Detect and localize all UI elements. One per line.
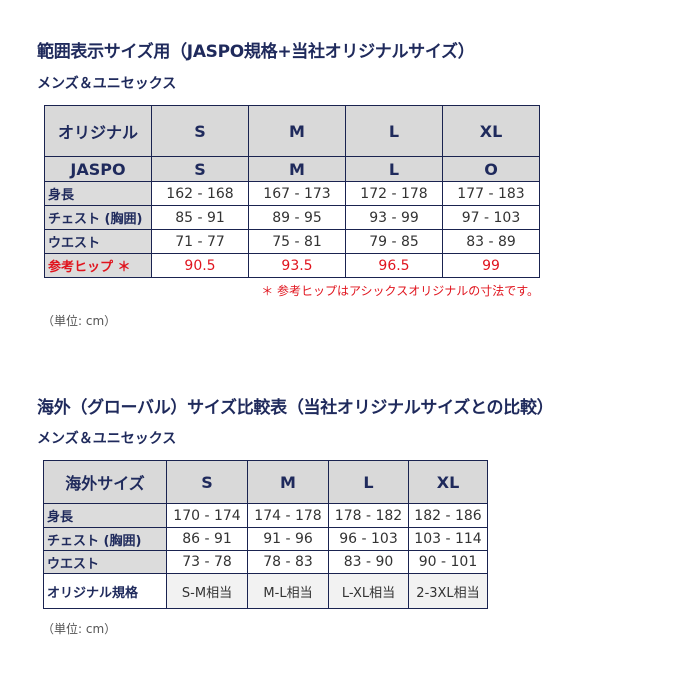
header-cell: 海外サイズ: [43, 460, 167, 504]
table-cell: 83 - 90: [328, 550, 409, 574]
table-cell: L-XL相当: [328, 573, 409, 609]
table-cell: 177 - 183: [442, 181, 540, 206]
table-cell: 93 - 99: [345, 205, 443, 230]
table-cell: 79 - 85: [345, 229, 443, 254]
table-cell: 93.5: [248, 253, 346, 278]
jaspo-row: JASPO S M L O: [44, 156, 540, 182]
row-label: チェスト (胸囲): [43, 527, 167, 551]
header-cell: O: [442, 156, 540, 182]
row-label: ウエスト: [44, 229, 152, 254]
header-cell: XL: [442, 105, 540, 157]
table-row: チェスト (胸囲) 86 - 91 91 - 96 96 - 103 103 -…: [43, 527, 488, 551]
hip-footnote: ＊ 参考ヒップはアシックスオリジナルの寸法です。: [261, 284, 539, 298]
row-label: ウエスト: [43, 550, 167, 574]
table-cell: 162 - 168: [151, 181, 249, 206]
row-label: 身長: [44, 181, 152, 206]
table-cell: 182 - 186: [408, 503, 488, 528]
header-cell: M: [248, 105, 346, 157]
table-cell: 99: [442, 253, 540, 278]
table-row: 参考ヒップ ＊ 90.5 93.5 96.5 99: [44, 253, 540, 278]
table-cell: 89 - 95: [248, 205, 346, 230]
header-cell: S: [151, 156, 249, 182]
table-cell: 2-3XL相当: [408, 573, 488, 609]
table-cell: 90.5: [151, 253, 249, 278]
table-row: 身長 162 - 168 167 - 173 172 - 178 177 - 1…: [44, 181, 540, 206]
header-cell: M: [248, 156, 346, 182]
table-cell: 73 - 78: [166, 550, 248, 574]
table-cell: 78 - 83: [247, 550, 329, 574]
section1-title: 範囲表示サイズ用（JASPO規格+当社オリジナルサイズ）: [37, 42, 475, 62]
table-row: 身長 170 - 174 174 - 178 178 - 182 182 - 1…: [43, 503, 488, 528]
header-cell: JASPO: [44, 156, 152, 182]
unit-label: （単位: cm）: [42, 622, 117, 636]
section1-subtitle: メンズ＆ユニセックス: [37, 76, 177, 92]
table-cell: 96.5: [345, 253, 443, 278]
header-cell: S: [151, 105, 249, 157]
unit-label: （単位: cm）: [42, 314, 117, 328]
table-cell: 90 - 101: [408, 550, 488, 574]
header-cell: L: [328, 460, 409, 504]
table-row: チェスト (胸囲) 85 - 91 89 - 95 93 - 99 97 - 1…: [44, 205, 540, 230]
table-cell: 170 - 174: [166, 503, 248, 528]
table-row: オリジナル規格 S-M相当 M-L相当 L-XL相当 2-3XL相当: [43, 573, 488, 609]
table-cell: 103 - 114: [408, 527, 488, 551]
header-cell: XL: [408, 460, 488, 504]
table-cell: 86 - 91: [166, 527, 248, 551]
global-size-table: 海外サイズ S M L XL 身長 170 - 174 174 - 178 17…: [43, 460, 488, 609]
table-cell: 83 - 89: [442, 229, 540, 254]
jaspo-size-table: オリジナル S M L XL JASPO S M L O 身長 162 - 16…: [44, 105, 540, 278]
header-cell: M: [247, 460, 329, 504]
table-cell: 96 - 103: [328, 527, 409, 551]
header-row: オリジナル S M L XL: [44, 105, 540, 157]
header-cell: L: [345, 156, 443, 182]
section2-subtitle: メンズ＆ユニセックス: [37, 431, 177, 447]
row-label: オリジナル規格: [43, 573, 167, 609]
table-row: ウエスト 71 - 77 75 - 81 79 - 85 83 - 89: [44, 229, 540, 254]
row-label: 参考ヒップ ＊: [44, 253, 152, 278]
header-cell: S: [166, 460, 248, 504]
header-cell: L: [345, 105, 443, 157]
table-cell: 174 - 178: [247, 503, 329, 528]
table-cell: 75 - 81: [248, 229, 346, 254]
header-cell: オリジナル: [44, 105, 152, 157]
table-cell: 172 - 178: [345, 181, 443, 206]
table-cell: 178 - 182: [328, 503, 409, 528]
row-label: チェスト (胸囲): [44, 205, 152, 230]
row-label: 身長: [43, 503, 167, 528]
table-cell: 167 - 173: [248, 181, 346, 206]
table-cell: M-L相当: [247, 573, 329, 609]
table-cell: S-M相当: [166, 573, 248, 609]
table-cell: 71 - 77: [151, 229, 249, 254]
header-row: 海外サイズ S M L XL: [43, 460, 488, 504]
table-cell: 97 - 103: [442, 205, 540, 230]
table-row: ウエスト 73 - 78 78 - 83 83 - 90 90 - 101: [43, 550, 488, 574]
table-cell: 91 - 96: [247, 527, 329, 551]
table-cell: 85 - 91: [151, 205, 249, 230]
section2-title: 海外（グローバル）サイズ比較表（当社オリジナルサイズとの比較）: [37, 398, 554, 418]
